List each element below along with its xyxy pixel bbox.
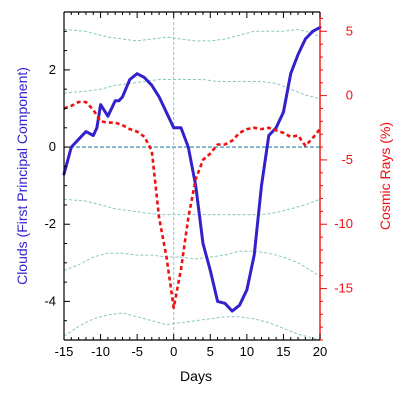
frame-layer xyxy=(63,11,321,341)
envelope-line-4 xyxy=(64,250,320,277)
cosmic-rays-series-line xyxy=(63,100,322,310)
envelope-line-1 xyxy=(64,28,320,42)
envelope-line-5 xyxy=(64,312,320,340)
x-tick-label: -10 xyxy=(91,344,110,359)
x-tick-label: 10 xyxy=(240,344,254,359)
x-tick-label: -15 xyxy=(55,344,74,359)
x-tick-label: 15 xyxy=(276,344,290,359)
y-left-tick-label: 0 xyxy=(49,139,56,154)
y-axis-left-title: Clouds (First Principal Component) xyxy=(14,67,30,285)
y-left-tick-label: -2 xyxy=(44,216,56,231)
envelope-layer xyxy=(64,28,320,340)
y-right-tick-label: -5 xyxy=(341,152,353,167)
y-right-tick-label: -10 xyxy=(334,216,353,231)
envelope-line-2 xyxy=(64,79,320,100)
y-right-tick-label: 5 xyxy=(346,23,353,38)
series-layer xyxy=(62,25,322,313)
y-right-tick-label: -15 xyxy=(334,281,353,296)
x-tick-label: 20 xyxy=(313,344,327,359)
y-right-tick-label: 0 xyxy=(346,88,353,103)
y-left-tick-label: 2 xyxy=(49,62,56,77)
x-tick-label: 0 xyxy=(170,344,177,359)
x-tick-label: -5 xyxy=(131,344,143,359)
y-axis-right-title: Cosmic Rays (%) xyxy=(377,122,393,230)
x-tick-label: 5 xyxy=(207,344,214,359)
x-axis-title: Days xyxy=(180,368,212,384)
clouds-series-line xyxy=(62,25,322,313)
y-left-tick-label: -4 xyxy=(44,293,56,308)
envelope-line-3 xyxy=(64,198,320,216)
reference-lines-layer xyxy=(64,12,320,340)
